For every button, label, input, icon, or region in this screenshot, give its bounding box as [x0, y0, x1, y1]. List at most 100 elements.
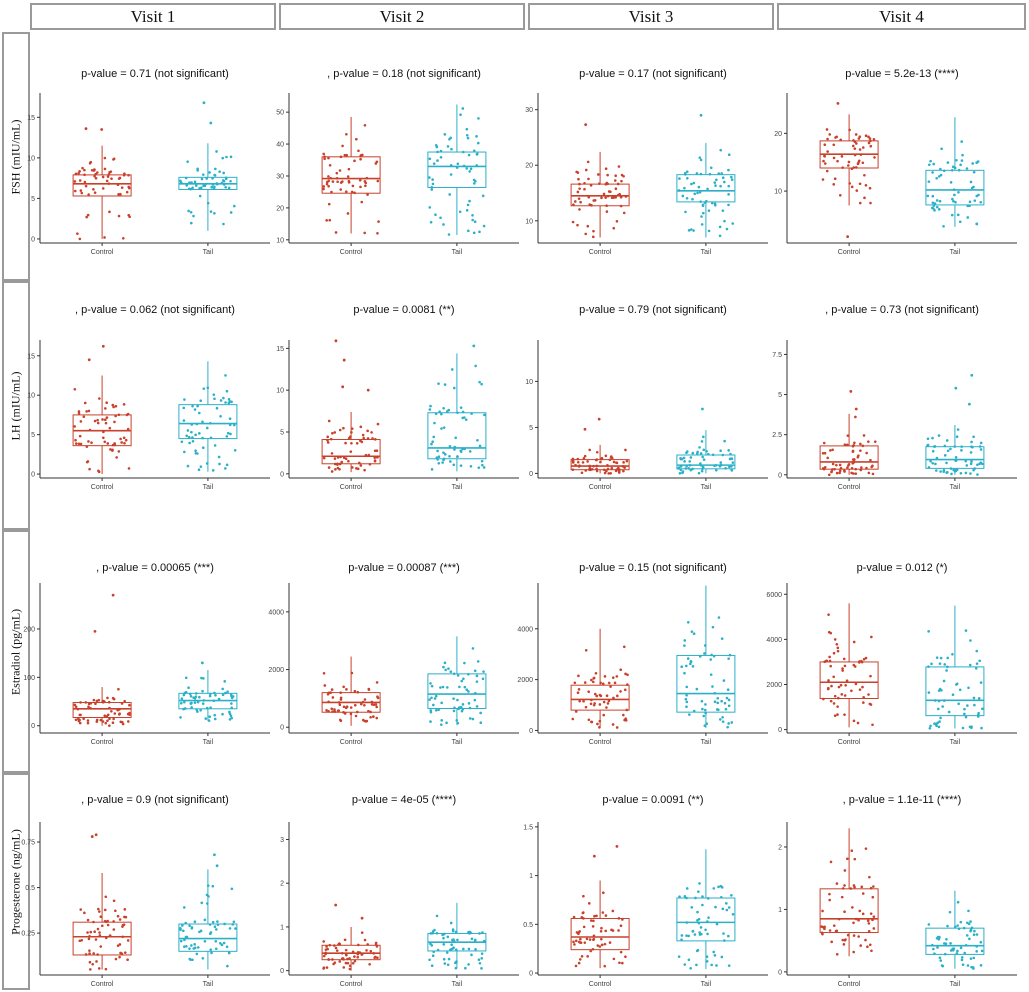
data-point [327, 179, 331, 183]
data-point [832, 143, 836, 147]
data-point [602, 192, 606, 196]
data-point [333, 462, 337, 466]
y-tick-label: 0.5 [523, 922, 533, 929]
data-point [579, 937, 582, 941]
data-point [851, 444, 855, 448]
data-point [125, 190, 129, 194]
data-point [610, 928, 613, 932]
data-point [598, 719, 602, 723]
data-point [711, 685, 714, 688]
data-point [852, 719, 856, 723]
data-point [684, 173, 687, 176]
y-tick-label: 10 [27, 155, 35, 162]
data-point [927, 691, 931, 694]
data-point [852, 934, 856, 937]
data-point [376, 231, 379, 235]
data-point [88, 960, 92, 964]
data-point [608, 941, 612, 944]
data-point [361, 952, 364, 956]
data-point [858, 135, 862, 138]
data-point [188, 692, 192, 696]
data-point [715, 708, 719, 711]
data-point [946, 665, 949, 669]
data-point [862, 701, 865, 704]
data-point [593, 914, 596, 918]
data-point [205, 893, 209, 897]
data-point [205, 902, 209, 905]
panel-3-0: , p-value = 0.9 (not significant)0.250.5… [21, 794, 270, 988]
data-point [87, 937, 91, 941]
data-point [190, 926, 194, 929]
data-point [191, 958, 194, 962]
data-point [452, 697, 455, 700]
x-tick-label: Tail [203, 981, 214, 988]
data-point [112, 405, 115, 409]
data-point [589, 919, 593, 922]
data-point [368, 963, 371, 966]
data-point [579, 941, 583, 945]
data-point [864, 847, 868, 850]
data-point [476, 141, 480, 145]
data-point [946, 924, 949, 928]
data-point [348, 957, 351, 960]
data-point [692, 709, 696, 713]
data-point [339, 691, 342, 694]
data-point [228, 417, 232, 421]
data-point [475, 674, 479, 678]
data-point [869, 674, 872, 678]
data-point [196, 700, 200, 704]
y-tick-label: 200 [23, 626, 35, 633]
data-point [215, 406, 219, 410]
data-point [472, 178, 476, 182]
data-point [429, 720, 432, 723]
data-point [121, 923, 125, 927]
data-point [721, 176, 725, 180]
data-point [78, 721, 82, 725]
data-point [364, 184, 367, 188]
data-point [198, 411, 201, 415]
data-point [205, 177, 209, 180]
x-tick-label: Control [91, 981, 114, 988]
data-point [960, 445, 963, 448]
panel-2-2: p-value = 0.15 (not significant)02000400… [517, 562, 768, 746]
data-point [720, 172, 723, 175]
data-point [337, 942, 341, 945]
data-point [353, 703, 357, 707]
data-point [868, 875, 871, 879]
data-point [112, 697, 116, 701]
data-point [219, 941, 222, 945]
data-point [935, 205, 939, 209]
data-point [367, 453, 371, 457]
data-point [825, 128, 829, 131]
data-point [943, 663, 947, 666]
data-point [867, 471, 871, 475]
data-point [184, 921, 188, 925]
data-point [430, 442, 433, 446]
data-point [191, 404, 194, 408]
data-point [338, 960, 342, 963]
data-point [686, 450, 689, 453]
data-point [975, 662, 979, 665]
data-point [333, 944, 336, 947]
data-point [474, 948, 477, 951]
data-point [431, 178, 434, 181]
data-point [683, 639, 687, 642]
data-point [858, 660, 861, 663]
data-point [89, 968, 92, 971]
data-point [205, 462, 209, 465]
data-point [127, 173, 130, 177]
data-point [605, 210, 609, 213]
data-point [113, 712, 117, 715]
data-point [619, 950, 623, 954]
data-point [322, 185, 326, 188]
data-point [931, 461, 935, 465]
data-point [613, 681, 617, 685]
data-point [854, 472, 858, 475]
data-point [214, 693, 217, 697]
data-point [111, 449, 114, 452]
data-point [928, 163, 931, 167]
data-point [981, 462, 984, 466]
data-point [611, 676, 615, 679]
data-point [831, 468, 834, 471]
data-point [78, 713, 82, 717]
